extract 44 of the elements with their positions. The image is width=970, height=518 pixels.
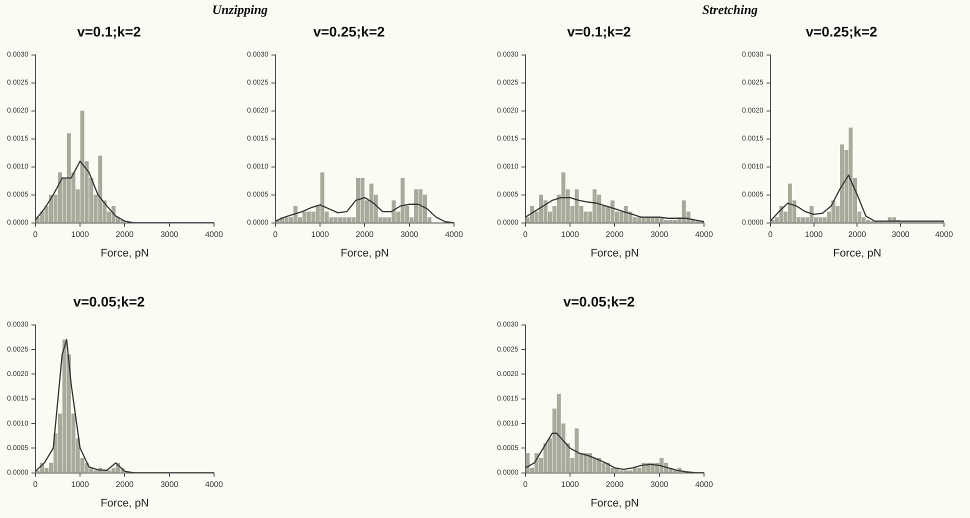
chart-title: v=0.25;k=2 [806,23,878,40]
x-tick-label: 1000 [71,480,90,490]
x-axis-title: Force, pN [590,497,639,510]
text: Stretching [701,2,759,18]
x-tick-label: 2000 [356,230,374,240]
x-tick-label: 2000 [116,230,134,240]
x-tick-label: 2000 [606,230,624,240]
x-tick-label: 0 [523,480,528,490]
x-tick-label: 3000 [892,230,910,240]
x-tick-label: 0 [523,230,528,240]
x-tick-label: 1000 [561,230,580,240]
x-tick-label: 1000 [561,480,580,490]
text: Unzipping [211,2,269,18]
x-axis-title: Force, pN [590,247,639,260]
x-axis-title: Force, pN [100,247,149,260]
x-tick-label: 2000 [606,480,624,490]
x-tick-label: 3000 [650,230,669,240]
chart-title: v=0.05;k=2 [563,293,636,310]
x-tick-label: 4000 [205,230,224,240]
x-tick-label: 2000 [116,480,134,490]
x-tick-label: 0 [768,230,774,240]
x-tick-label: 1000 [804,230,824,240]
chart-title: v=0.1;k=2 [567,23,632,40]
x-tick-label: 0 [33,480,38,490]
x-tick-label: 4000 [205,480,224,490]
x-tick-label: 0 [273,230,278,240]
chart-title: v=0.25;k=2 [313,23,386,40]
x-axis-title: Force, pN [100,497,149,510]
x-axis-title: Force, pN [340,247,389,260]
x-tick-label: 3000 [400,230,419,240]
x-tick-label: 2000 [848,230,867,240]
chart-title: v=0.1;k=2 [77,23,142,40]
x-tick-label: 3000 [650,480,669,490]
x-tick-label: 4000 [695,480,714,490]
x-tick-label: 0 [33,230,38,240]
chart-title: v=0.05;k=2 [73,293,146,310]
x-tick-label: 4000 [695,230,714,240]
x-tick-label: 1000 [311,230,330,240]
x-axis-title: Force, pN [833,247,882,260]
x-tick-label: 3000 [160,480,179,490]
x-tick-label: 1000 [71,230,90,240]
x-tick-label: 4000 [935,230,954,240]
x-tick-label: 4000 [445,230,464,240]
x-tick-label: 3000 [160,230,179,240]
